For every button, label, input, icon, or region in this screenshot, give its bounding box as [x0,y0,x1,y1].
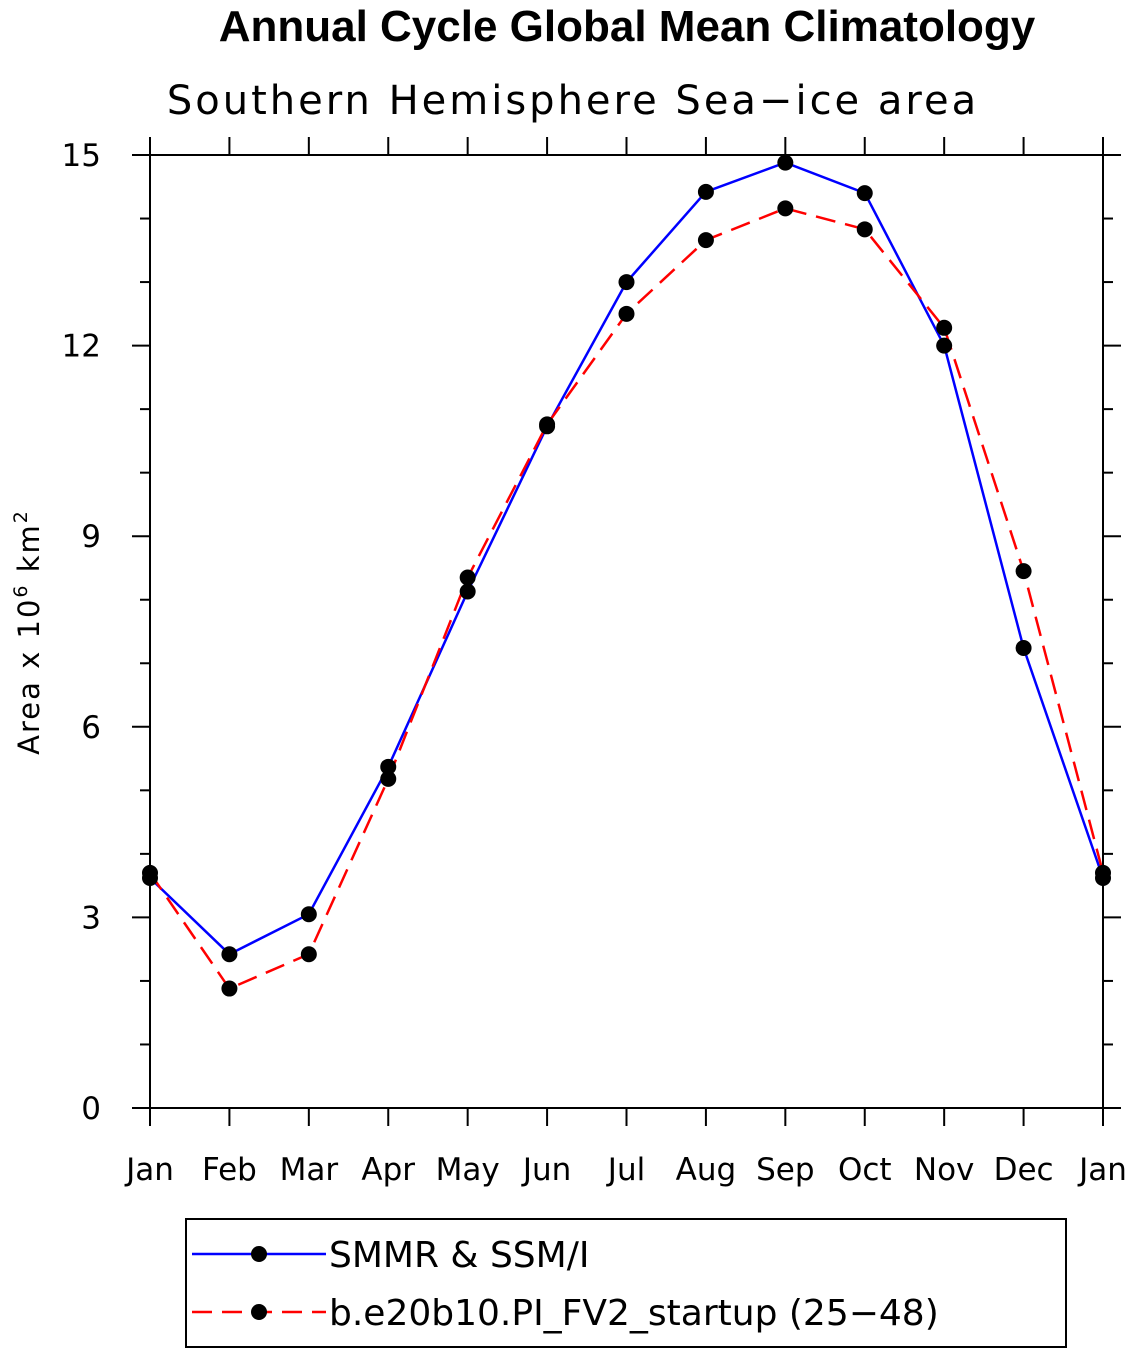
series-2-point [856,221,873,238]
series-1-point [697,183,714,200]
series-2-point [1015,563,1032,580]
legend-label-1: SMMR & SSM/I [329,1235,589,1276]
series-2-point [777,200,794,217]
series-2-point [618,305,635,322]
x-tick-label: Mar [280,1152,339,1188]
y-axis-label: Area x 106 km2 [10,509,46,755]
series-2-point [380,770,397,787]
series-1-point [380,758,397,775]
y-axis-label-base: Area x 10 [12,598,46,755]
x-tick-label: Apr [361,1152,415,1188]
y-tick-label: 6 [81,710,101,746]
legend-marker-2 [251,1304,267,1320]
x-tick-label: Jun [521,1152,571,1188]
y-axis-label-exponent-2: 2 [10,509,32,523]
x-tick-label: Dec [994,1152,1054,1188]
y-tick-label: 15 [62,138,101,174]
axes: Jan Feb Mar Apr May Jun Jul Aug Sep Oct Nov Dec Jan 0… [62,137,1127,1188]
legend-box [185,1218,1067,1348]
chart-title: Annual Cycle Global Mean Climatology [219,2,1036,51]
series-1-point [300,906,317,923]
series-2-point [221,980,238,997]
x-tick-label: Jan [124,1152,174,1188]
legend: SMMR & SSM/I b.e20b10.PI_FV2_startup (25−… [192,1235,939,1334]
y-tick-label: 3 [81,900,101,936]
series-1-point [856,185,873,202]
series-1-point [618,274,635,291]
x-tick-label: May [436,1152,500,1188]
x-tick-label: Sep [756,1152,814,1188]
x-tick-label: Oct [838,1152,892,1188]
y-axis-label-exponent-1: 6 [10,584,32,598]
series-layer [142,154,1111,997]
plot-frame [149,154,1104,1109]
series-1-point [936,337,953,354]
chart-subtitle: Southern Hemisphere Sea−ice area [167,78,979,124]
legend-label-2: b.e20b10.PI_FV2_startup (25−48) [329,1293,939,1334]
series-2-point [539,416,556,433]
series-2-point [459,569,476,586]
x-tick-label: Aug [676,1152,737,1188]
legend-marker-1 [251,1246,267,1262]
y-tick-label: 0 [81,1091,101,1127]
series-1-point [221,946,238,963]
series-2-point [697,232,714,249]
series-1-point [1015,640,1032,657]
y-axis-label-unit: km [12,523,46,583]
series-1-point [777,154,794,171]
series-2-point [142,864,158,881]
series-2-point [936,319,953,336]
x-tick-label: Nov [914,1152,975,1188]
y-tick-label: 9 [81,519,101,555]
series-1-point [459,583,476,600]
x-tick-label: Jan [1077,1152,1127,1188]
series-2-point [1095,864,1111,881]
series-line-2 [148,207,1105,991]
x-tick-label: Feb [202,1152,257,1188]
series-2-point [300,946,317,963]
x-tick-label: Jul [606,1152,645,1188]
y-tick-label: 12 [62,329,101,365]
